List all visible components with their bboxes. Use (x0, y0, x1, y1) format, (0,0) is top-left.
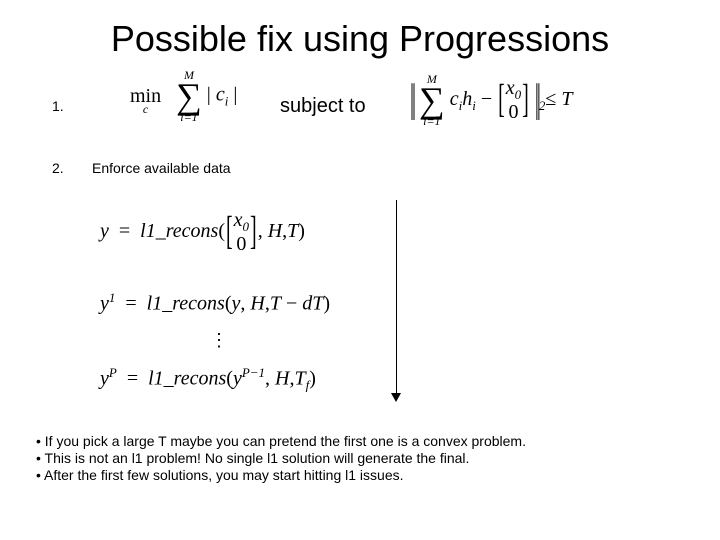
bullet-list: • If you pick a large T maybe you can pr… (36, 432, 526, 484)
vec-x: x (506, 77, 515, 99)
rp1: ) (298, 220, 305, 242)
slide-title: Possible fix using Progressions (0, 18, 720, 60)
h2: h (462, 88, 472, 110)
c3a: , (265, 368, 270, 390)
bullet-1: • If you pick a large T maybe you can pr… (36, 433, 526, 449)
leq: ≤ (545, 88, 556, 110)
eq-yP: yP = l1_recons(yP−1, H,Tf) (100, 365, 316, 394)
fn2: l1_recons (147, 293, 225, 315)
H1: H (268, 220, 282, 242)
arg-y3: y (233, 368, 242, 390)
c2: c (450, 88, 459, 110)
arrow-head-icon (391, 393, 401, 402)
c1a: , (258, 220, 263, 242)
rp2: ) (323, 293, 330, 315)
T1: T (287, 220, 298, 242)
rbr1: ] (250, 209, 257, 255)
sigma-bot-2: i=1 (419, 114, 445, 129)
eq-y1: y1 = l1_recons(y, H,T − dT) (100, 290, 330, 316)
sigma-bot-1: i=1 (176, 110, 202, 125)
item-2-label: 2. (52, 160, 64, 176)
minus: − (481, 88, 492, 110)
dT: dT (302, 293, 323, 315)
norm-open: || (410, 77, 414, 123)
fn1: l1_recons (140, 220, 218, 242)
lbracket: [ (498, 77, 505, 123)
bullet-3: • After the first few solutions, you may… (36, 467, 526, 483)
eq-sign-1: = (119, 220, 130, 242)
enforce-text: Enforce available data (92, 160, 231, 176)
eq-sign-3: = (127, 368, 138, 390)
norm-close: || (535, 77, 539, 123)
H2: H (250, 293, 264, 315)
T: T (561, 88, 572, 110)
T2: T (270, 293, 281, 315)
lp1: ( (218, 220, 225, 242)
sigma-icon: ∑ (176, 78, 202, 114)
objective-expression: min c M ∑ i=1 | ci | (130, 78, 237, 114)
y3sup: P (109, 365, 117, 380)
arg-y3sup: P−1 (242, 365, 265, 380)
lp3: ( (226, 368, 233, 390)
min-sub: c (130, 102, 161, 117)
minus2: − (286, 293, 297, 315)
rbracket: ] (522, 77, 529, 123)
lbr1: [ (226, 209, 233, 255)
y2sup: 1 (109, 290, 116, 305)
arrow-line-icon (396, 200, 397, 395)
subject-to-label: subject to (280, 95, 366, 118)
vdots-icon: ⋮ (210, 330, 228, 351)
abs-l: | (207, 84, 211, 106)
item-1-label: 1. (52, 98, 64, 114)
rp3: ) (309, 368, 316, 390)
y: y (100, 220, 109, 242)
eq-sign-2: = (125, 293, 136, 315)
Tf: T (295, 368, 306, 390)
fn3: l1_recons (148, 368, 226, 390)
y2: y (100, 293, 109, 315)
y3: y (100, 368, 109, 390)
vz1: 0 (236, 233, 246, 255)
abs-r: | (233, 84, 237, 106)
constraint-expression: || M ∑ i=1 cihi − [x00] ||2≤ T (410, 78, 572, 123)
bullet-2: • This is not an l1 problem! No single l… (36, 450, 526, 466)
vec-zero: 0 (508, 101, 518, 123)
ci-c: c (216, 84, 225, 106)
h2-sub: i (472, 98, 476, 113)
eq-y: y = l1_recons([x00], H,T) (100, 210, 305, 255)
sigma-icon-2: ∑ (419, 82, 445, 118)
c2a: , (240, 293, 245, 315)
slide: Possible fix using Progressions 1. min c… (0, 0, 720, 540)
vx1: x (234, 209, 243, 231)
H3: H (275, 368, 289, 390)
ci-sub: i (225, 94, 229, 109)
